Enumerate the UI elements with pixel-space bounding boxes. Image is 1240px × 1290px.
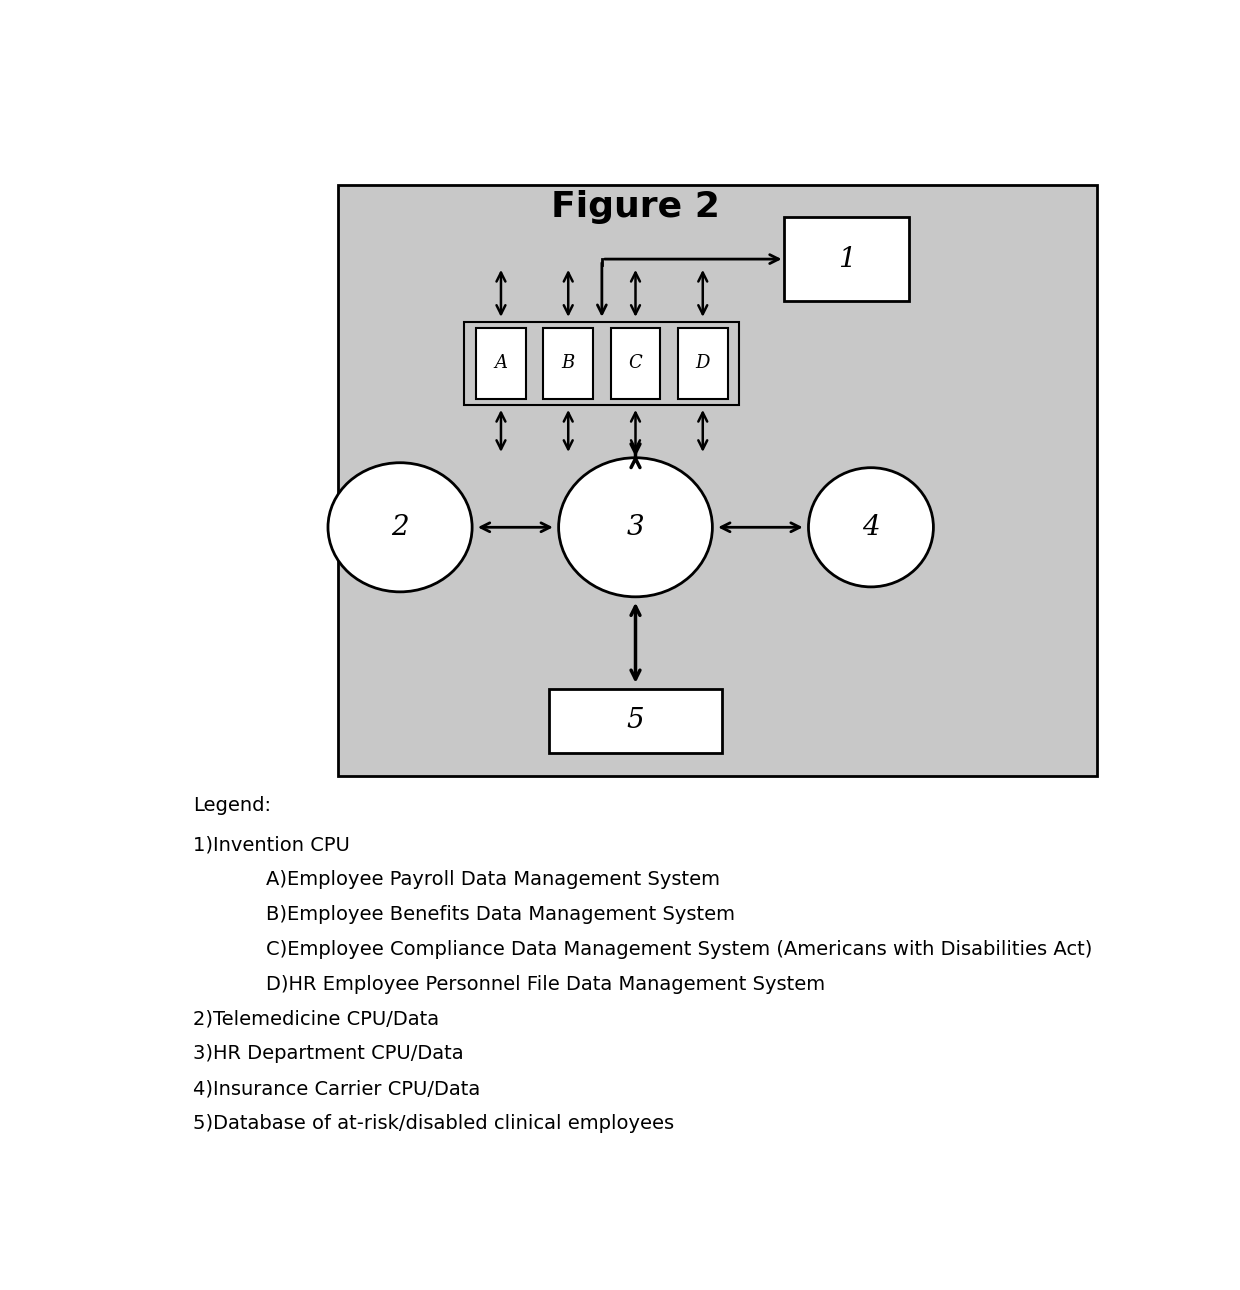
Text: B)Employee Benefits Data Management System: B)Employee Benefits Data Management Syst… [265,906,734,924]
Text: 3: 3 [626,513,645,541]
Text: 4: 4 [862,513,879,541]
Bar [476,328,526,399]
Text: 5: 5 [626,707,645,734]
Text: A: A [495,355,507,373]
Bar [465,321,739,405]
Text: A)Employee Payroll Data Management System: A)Employee Payroll Data Management Syste… [265,871,719,889]
Text: D: D [696,355,711,373]
Ellipse shape [327,463,472,592]
Text: Legend:: Legend: [193,796,272,815]
Ellipse shape [808,468,934,587]
Bar [610,328,661,399]
Bar [337,184,1097,775]
Text: B: B [562,355,575,373]
Text: 4)Insurance Carrier CPU/Data: 4)Insurance Carrier CPU/Data [193,1078,481,1098]
Bar [785,217,909,302]
Text: 1)Invention CPU: 1)Invention CPU [193,836,351,855]
Text: 3)HR Department CPU/Data: 3)HR Department CPU/Data [193,1044,464,1063]
Text: 1: 1 [838,245,856,272]
Ellipse shape [558,458,712,597]
Text: C: C [629,355,642,373]
Bar [549,689,722,753]
Text: D)HR Employee Personnel File Data Management System: D)HR Employee Personnel File Data Manage… [265,975,825,993]
Text: 5)Database of at-risk/disabled clinical employees: 5)Database of at-risk/disabled clinical … [193,1113,675,1133]
Text: C)Employee Compliance Data Management System (Americans with Disabilities Act): C)Employee Compliance Data Management Sy… [265,940,1092,958]
Text: 2)Telemedicine CPU/Data: 2)Telemedicine CPU/Data [193,1010,439,1028]
Bar [543,328,593,399]
Text: Figure 2: Figure 2 [551,190,720,223]
Bar [678,328,728,399]
Text: 2: 2 [392,513,409,541]
